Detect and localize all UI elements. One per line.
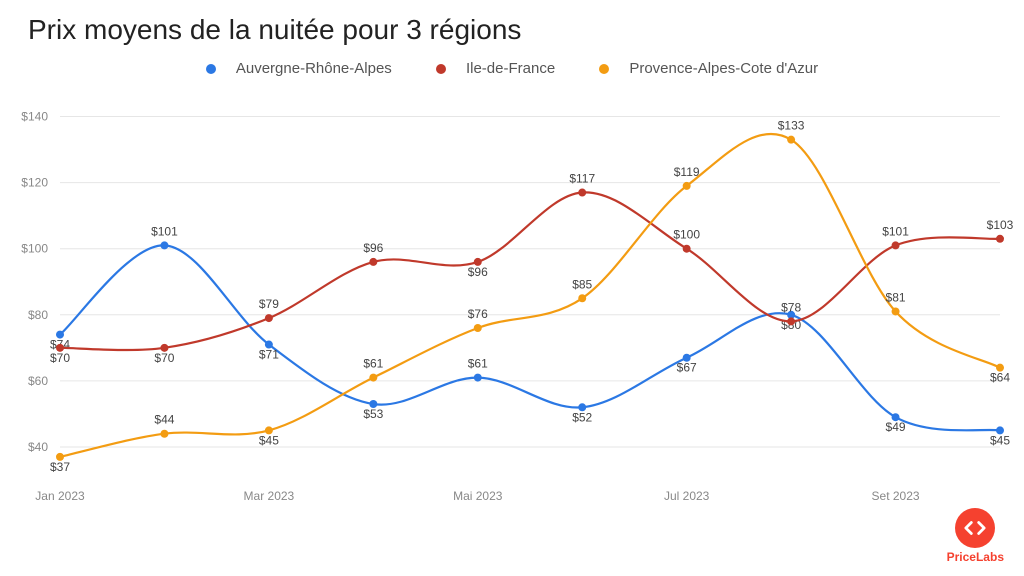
svg-text:$76: $76: [468, 307, 488, 321]
svg-text:$61: $61: [363, 357, 383, 371]
svg-text:$100: $100: [673, 228, 700, 242]
svg-text:$96: $96: [363, 241, 383, 255]
svg-text:$44: $44: [154, 413, 174, 427]
svg-text:Mai 2023: Mai 2023: [453, 489, 503, 503]
svg-text:$101: $101: [151, 224, 178, 238]
svg-text:$79: $79: [259, 297, 279, 311]
svg-text:Set 2023: Set 2023: [872, 489, 920, 503]
svg-text:$45: $45: [990, 433, 1010, 447]
chart-area: Auvergne-Rhône-Alpes Ile-de-France Prove…: [0, 60, 1024, 530]
svg-text:$71: $71: [259, 348, 279, 362]
svg-text:$45: $45: [259, 433, 279, 447]
svg-text:$120: $120: [21, 176, 48, 190]
svg-text:$140: $140: [21, 110, 48, 124]
svg-text:$61: $61: [468, 357, 488, 371]
svg-text:$60: $60: [28, 374, 48, 388]
svg-text:$117: $117: [569, 172, 595, 186]
svg-text:$70: $70: [154, 351, 174, 365]
brand-logo: PriceLabs: [947, 508, 1004, 564]
svg-text:Jan 2023: Jan 2023: [35, 489, 85, 503]
svg-text:$64: $64: [990, 371, 1010, 385]
svg-text:$53: $53: [363, 407, 383, 421]
svg-text:$49: $49: [886, 420, 906, 434]
svg-text:$100: $100: [21, 242, 48, 256]
svg-text:$52: $52: [572, 410, 592, 424]
brand-logo-text: PriceLabs: [947, 550, 1004, 564]
chart-title: Prix moyens de la nuitée pour 3 régions: [28, 14, 521, 46]
svg-text:Mar 2023: Mar 2023: [244, 489, 295, 503]
svg-text:$101: $101: [882, 224, 909, 238]
svg-text:$85: $85: [572, 277, 592, 291]
svg-text:Jul 2023: Jul 2023: [664, 489, 710, 503]
svg-text:$81: $81: [886, 290, 906, 304]
svg-text:$37: $37: [50, 460, 70, 474]
chart-svg: $40 $60 $80 $100 $120 $140 Jan 2023 Mar 2023 Mai…: [0, 60, 1024, 530]
svg-text:$67: $67: [677, 361, 697, 375]
svg-text:$80: $80: [28, 308, 48, 322]
svg-text:$70: $70: [50, 351, 70, 365]
svg-text:$103: $103: [987, 218, 1014, 232]
svg-text:$40: $40: [28, 440, 48, 454]
svg-text:$78: $78: [781, 300, 801, 314]
brand-logo-icon: [955, 508, 995, 548]
svg-text:$96: $96: [468, 265, 488, 279]
svg-text:$133: $133: [778, 119, 805, 133]
svg-text:$119: $119: [674, 165, 700, 179]
